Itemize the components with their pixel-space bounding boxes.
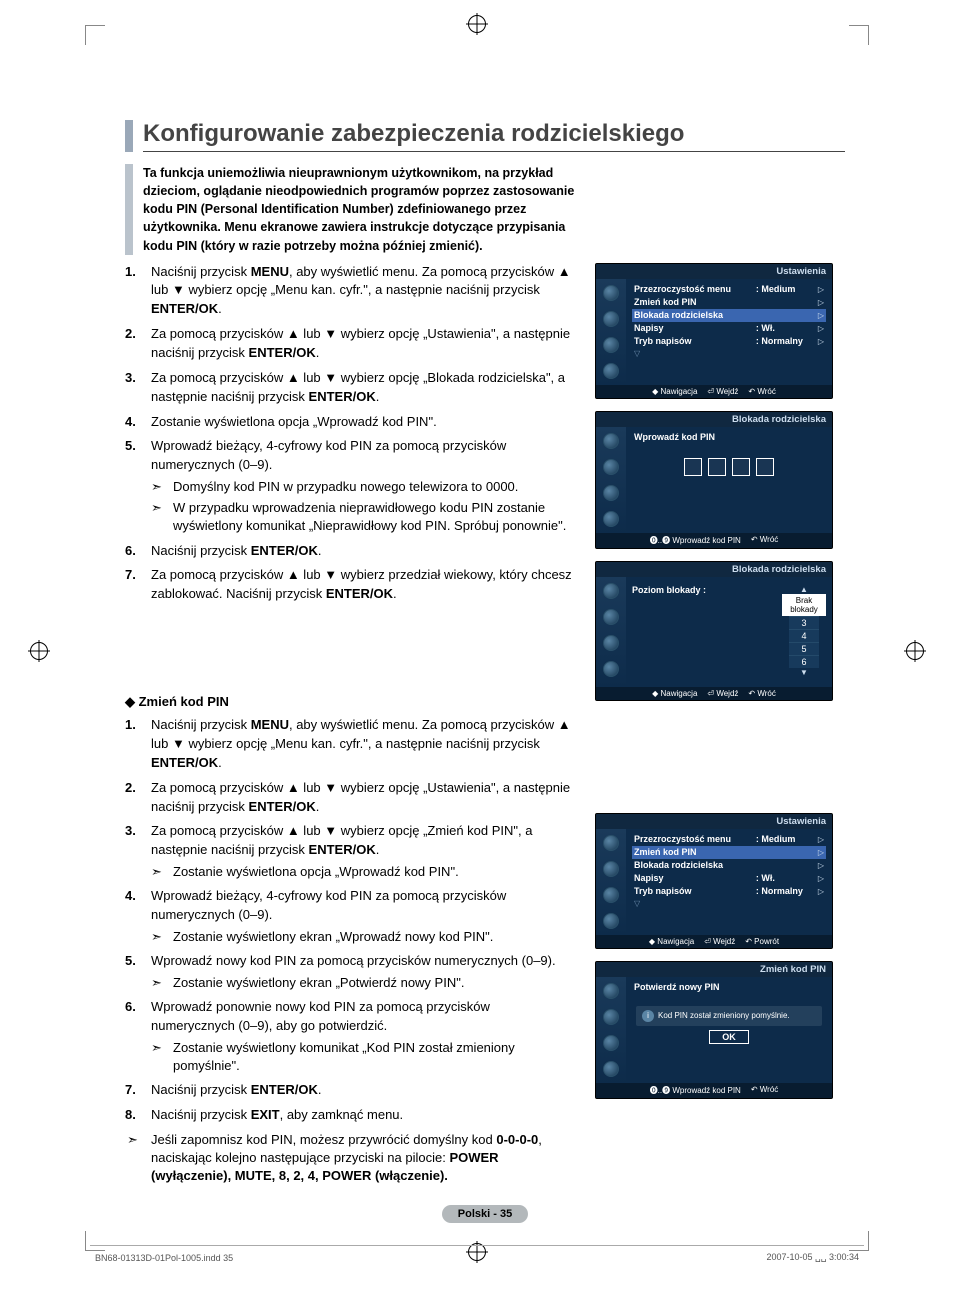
s2-step-5-sub: Zostanie wyświetlony ekran „Potwierdź no… xyxy=(151,974,573,992)
final-note: Jeśli zapomnisz kod PIN, możesz przywróc… xyxy=(125,1131,573,1186)
osd-footer: ⓿..❾ Wprowadź kod PIN↶ Wróć xyxy=(596,1083,832,1098)
level-option: 3 xyxy=(789,616,819,629)
osd-icons xyxy=(596,977,626,1083)
info-icon: i xyxy=(642,1010,654,1022)
s2-step-7: Naciśnij przycisk ENTER/OK. xyxy=(125,1081,573,1100)
osd-title: Zmień kod PIN xyxy=(596,962,832,977)
osd-row-more: ▽ xyxy=(632,348,826,360)
footer-filename: BN68-01313D-01Pol-1005.indd 35 xyxy=(95,1253,233,1263)
osd-pin-label: Wprowadź kod PIN xyxy=(632,431,826,444)
osd-title: Blokada rodzicielska xyxy=(596,562,832,577)
osd-title: Blokada rodzicielska xyxy=(596,412,832,427)
sub-heading: Zmień kod PIN xyxy=(125,694,573,710)
osd-icon xyxy=(603,285,619,301)
step-2: Za pomocą przycisków ▲ lub ▼ wybierz opc… xyxy=(125,325,573,363)
osd-icons xyxy=(596,829,626,935)
intro-text: Ta funkcja uniemożliwia nieuprawnionym u… xyxy=(143,164,583,255)
osd-row: Napisy: Wł.▷ xyxy=(632,322,826,335)
osd-row: Tryb napisów: Normalny▷ xyxy=(632,885,826,898)
osd-icons xyxy=(596,577,626,687)
pin-digit xyxy=(684,458,702,476)
step-6: Naciśnij przycisk ENTER/OK. xyxy=(125,542,573,561)
osd-icons xyxy=(596,279,626,385)
step-4: Zostanie wyświetlona opcja „Wprowadź kod… xyxy=(125,413,573,432)
osd-row: Przezroczystość menu: Medium▷ xyxy=(632,283,826,296)
crop-mark xyxy=(849,1231,869,1251)
osd-icon xyxy=(603,337,619,353)
osd-icons xyxy=(596,427,626,533)
steps-list-1: Naciśnij przycisk MENU, aby wyświetlić m… xyxy=(125,263,573,605)
pin-digit xyxy=(732,458,750,476)
step-5-sub-1: Domyślny kod PIN w przypadku nowego tele… xyxy=(151,478,573,496)
registration-mark-icon xyxy=(906,642,924,660)
osd-title: Ustawienia xyxy=(596,264,832,279)
osd-row-selected: Zmień kod PIN▷ xyxy=(632,846,826,859)
s2-step-5: Wprowadź nowy kod PIN za pomocą przycisk… xyxy=(125,952,573,992)
page-title: Konfigurowanie zabezpieczenia rodziciels… xyxy=(143,120,845,152)
osd-footer: ⓿..❾ Wprowadź kod PIN↶ Wróć xyxy=(596,533,832,548)
level-option: 5 xyxy=(789,642,819,655)
change-pin-message: iKod PIN został zmieniony pomyślnie. xyxy=(636,1006,822,1026)
pin-digit xyxy=(708,458,726,476)
crop-mark xyxy=(85,1231,105,1251)
s2-step-1: Naciśnij przycisk MENU, aby wyświetlić m… xyxy=(125,716,573,773)
osd-settings-1: Ustawienia Przezroczystość menu: Medium▷… xyxy=(595,263,833,399)
s2-step-6-sub: Zostanie wyświetlony komunikat „Kod PIN … xyxy=(151,1039,573,1075)
level-selected: Brak blokady xyxy=(782,594,826,616)
s2-step-2: Za pomocą przycisków ▲ lub ▼ wybierz opc… xyxy=(125,779,573,817)
crop-mark xyxy=(85,25,105,45)
osd-footer: ◆ Nawigacja⏎ Wejdź↶ Wróć xyxy=(596,385,832,398)
level-option: 4 xyxy=(789,629,819,642)
chevron-up-icon: ▲ xyxy=(800,585,808,594)
level-option: 6 xyxy=(789,655,819,668)
chevron-down-icon: ▼ xyxy=(800,668,808,677)
steps-list-2: Naciśnij przycisk MENU, aby wyświetlić m… xyxy=(125,716,573,1125)
s2-step-4-sub: Zostanie wyświetlony ekran „Wprowadź now… xyxy=(151,928,573,946)
osd-title: Ustawienia xyxy=(596,814,832,829)
intro-accent xyxy=(125,164,133,255)
s2-step-4: Wprowadź bieżący, 4-cyfrowy kod PIN za p… xyxy=(125,887,573,946)
s2-step-6: Wprowadź ponownie nowy kod PIN za pomocą… xyxy=(125,998,573,1075)
step-7: Za pomocą przycisków ▲ lub ▼ wybierz prz… xyxy=(125,566,573,604)
osd-icon xyxy=(603,311,619,327)
osd-row-selected: Blokada rodzicielska▷ xyxy=(632,309,826,322)
osd-row: Przezroczystość menu: Medium▷ xyxy=(632,833,826,846)
step-3: Za pomocą przycisków ▲ lub ▼ wybierz opc… xyxy=(125,369,573,407)
osd-pin-entry: Blokada rodzicielska Wprowadź kod PIN xyxy=(595,411,833,549)
osd-level: Blokada rodzicielska Poziom blokady : ▲ … xyxy=(595,561,833,701)
ok-button: OK xyxy=(709,1030,749,1044)
osd-row-more: ▽ xyxy=(632,898,826,910)
page-number-badge: Polski - 35 xyxy=(442,1205,528,1223)
title-accent xyxy=(125,120,133,152)
pin-digit xyxy=(756,458,774,476)
osd-row: Napisy: Wł.▷ xyxy=(632,872,826,885)
pin-boxes xyxy=(632,444,826,494)
crop-mark xyxy=(849,25,869,45)
osd-row: Blokada rodzicielska▷ xyxy=(632,859,826,872)
s2-step-3: Za pomocą przycisków ▲ lub ▼ wybierz opc… xyxy=(125,822,573,881)
step-5: Wprowadź bieżący, 4-cyfrowy kod PIN za p… xyxy=(125,437,573,535)
s2-step-3-sub: Zostanie wyświetlona opcja „Wprowadź kod… xyxy=(151,863,573,881)
osd-row: Zmień kod PIN▷ xyxy=(632,296,826,309)
osd-row: Tryb napisów: Normalny▷ xyxy=(632,335,826,348)
footer-timestamp: 2007-10-05 ␣␣ 3:00:34 xyxy=(767,1252,860,1263)
footer-rule xyxy=(90,1245,864,1246)
osd-settings-2: Ustawienia Przezroczystość menu: Medium▷… xyxy=(595,813,833,949)
step-1: Naciśnij przycisk MENU, aby wyświetlić m… xyxy=(125,263,573,320)
s2-step-8: Naciśnij przycisk EXIT, aby zamknąć menu… xyxy=(125,1106,573,1125)
osd-footer: ◆ Nawigacja⏎ Wejdź↶ Powrót xyxy=(596,935,832,948)
step-5-sub-2: W przypadku wprowadzenia nieprawidłowego… xyxy=(151,499,573,535)
osd-footer: ◆ Nawigacja⏎ Wejdź↶ Wróć xyxy=(596,687,832,700)
osd-confirm-label: Potwierdź nowy PIN xyxy=(632,981,826,994)
level-label: Poziom blokady : xyxy=(632,585,706,595)
registration-mark-icon xyxy=(30,642,48,660)
registration-mark-icon xyxy=(468,15,486,33)
level-list: ▲ Brak blokady 3 4 5 6 ▼ xyxy=(782,581,826,685)
osd-icon xyxy=(603,363,619,379)
osd-change-pin: Zmień kod PIN Potwierdź nowy PIN iKod PI… xyxy=(595,961,833,1099)
